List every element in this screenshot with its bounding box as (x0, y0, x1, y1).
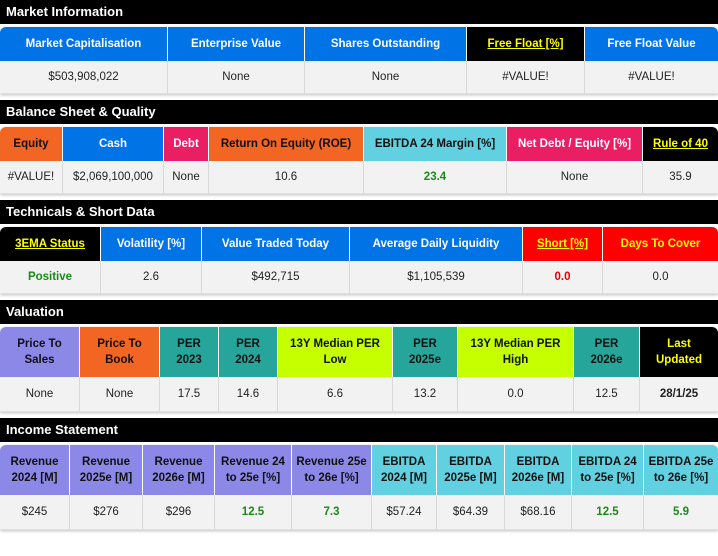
value-13y-median-per-low: 6.6 (278, 377, 393, 412)
value-shares-outstanding: None (305, 61, 467, 94)
value-ebitda-2026e: $68.16 (505, 495, 572, 530)
value-ebitda-2024: $57.24 (372, 495, 437, 530)
header-revenue-2025e: Revenue 2025e [M] (70, 445, 143, 495)
value-rule-of-40: 35.9 (643, 161, 718, 194)
rule-of-40-link[interactable]: Rule of 40 (653, 138, 708, 150)
header-volatility: Volatility [%] (101, 227, 202, 261)
value-roe: 10.6 (209, 161, 364, 194)
value-debt: None (164, 161, 209, 194)
header-per-2024: PER 2024 (219, 327, 278, 377)
value-value-traded: $492,715 (202, 261, 350, 294)
header-price-to-book: Price To Book (80, 327, 160, 377)
header-revenue-25e-26e: Revenue 25e to 26e [%] (292, 445, 372, 495)
header-revenue-2024: Revenue 2024 [M] (0, 445, 70, 495)
balance-sheet-table: Equity Cash Debt Return On Equity (ROE) … (0, 127, 718, 194)
market-information-title: Market Information (0, 0, 718, 24)
header-shares-outstanding: Shares Outstanding (305, 27, 467, 61)
technicals-table: 3EMA Status Volatility [%] Value Traded … (0, 227, 718, 294)
header-ebitda-24-25e: EBITDA 24 to 25e [%] (572, 445, 644, 495)
value-revenue-2025e: $276 (70, 495, 143, 530)
value-per-2025e: 13.2 (393, 377, 458, 412)
value-per-2026e: 12.5 (574, 377, 640, 412)
header-per-2025e: PER 2025e (393, 327, 458, 377)
value-13y-median-per-high: 0.0 (458, 377, 574, 412)
header-price-to-sales: Price To Sales (0, 327, 80, 377)
value-days-to-cover: 0.0 (603, 261, 718, 294)
value-price-to-book: None (80, 377, 160, 412)
header-enterprise-value: Enterprise Value (168, 27, 305, 61)
header-revenue-24-25e: Revenue 24 to 25e [%] (215, 445, 292, 495)
header-per-2023: PER 2023 (160, 327, 219, 377)
header-ebitda-2025e: EBITDA 2025e [M] (437, 445, 505, 495)
header-per-2026e: PER 2026e (574, 327, 640, 377)
value-revenue-24-25e: 12.5 (215, 495, 292, 530)
value-per-2023: 17.5 (160, 377, 219, 412)
header-equity: Equity (0, 127, 63, 161)
header-ebitda-margin: EBITDA 24 Margin [%] (364, 127, 507, 161)
header-free-float-value: Free Float Value (585, 27, 718, 61)
value-revenue-25e-26e: 7.3 (292, 495, 372, 530)
value-last-updated: 28/1/25 (640, 377, 718, 412)
value-price-to-sales: None (0, 377, 80, 412)
header-roe: Return On Equity (ROE) (209, 127, 364, 161)
value-ebitda-2025e: $64.39 (437, 495, 505, 530)
header-13y-median-per-low: 13Y Median PER Low (278, 327, 393, 377)
header-cash: Cash (63, 127, 164, 161)
value-market-cap: $503,908,022 (0, 61, 168, 94)
header-debt: Debt (164, 127, 209, 161)
income-statement-table: Revenue 2024 [M] Revenue 2025e [M] Revenue… (0, 445, 718, 530)
value-free-float-value: #VALUE! (585, 61, 718, 94)
3ema-status-link[interactable]: 3EMA Status (15, 238, 85, 250)
header-revenue-2026e: Revenue 2026e [M] (143, 445, 215, 495)
short-percent-link[interactable]: Short [%] (536, 238, 589, 250)
value-enterprise-value: None (168, 61, 305, 94)
market-information-table: Market Capitalisation Enterprise Value S… (0, 27, 718, 94)
value-net-debt-equity: None (507, 161, 643, 194)
technicals-title: Technicals & Short Data (0, 200, 718, 224)
header-avg-daily-liquidity: Average Daily Liquidity (350, 227, 523, 261)
value-volatility: 2.6 (101, 261, 202, 294)
header-days-to-cover: Days To Cover (603, 227, 718, 261)
valuation-table: Price To Sales Price To Book PER 2023 PER 20… (0, 327, 718, 412)
value-ebitda-25e-26e: 5.9 (644, 495, 718, 530)
header-net-debt-equity: Net Debt / Equity [%] (507, 127, 643, 161)
balance-sheet-title: Balance Sheet & Quality (0, 100, 718, 124)
value-equity: #VALUE! (0, 161, 63, 194)
value-per-2024: 14.6 (219, 377, 278, 412)
header-value-traded: Value Traded Today (202, 227, 350, 261)
header-ebitda-2026e: EBITDA 2026e [M] (505, 445, 572, 495)
value-3ema-status: Positive (0, 261, 101, 294)
value-avg-daily-liquidity: $1,105,539 (350, 261, 523, 294)
header-13y-median-per-high: 13Y Median PER High (458, 327, 574, 377)
value-ebitda-24-25e: 12.5 (572, 495, 644, 530)
value-revenue-2026e: $296 (143, 495, 215, 530)
header-market-cap: Market Capitalisation (0, 27, 168, 61)
free-float-link[interactable]: Free Float [%] (487, 38, 564, 50)
value-free-float: #VALUE! (467, 61, 585, 94)
value-cash: $2,069,100,000 (63, 161, 164, 194)
header-ebitda-25e-26e: EBITDA 25e to 26e [%] (644, 445, 718, 495)
header-ebitda-2024: EBITDA 2024 [M] (372, 445, 437, 495)
valuation-title: Valuation (0, 300, 718, 324)
value-ebitda-margin: 23.4 (364, 161, 507, 194)
value-short-percent: 0.0 (523, 261, 603, 294)
value-revenue-2024: $245 (0, 495, 70, 530)
income-statement-title: Income Statement (0, 418, 718, 442)
header-last-updated: Last Updated (640, 327, 718, 377)
